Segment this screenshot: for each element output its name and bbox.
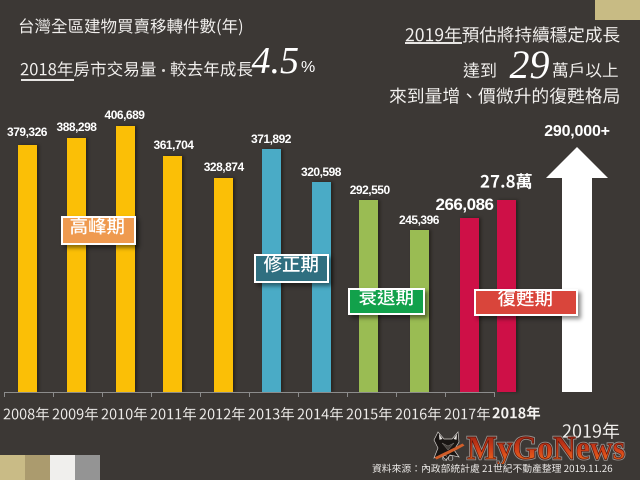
- svg-text:MyGoNews: MyGoNews: [467, 430, 625, 464]
- svg-text:GO: GO: [442, 454, 454, 463]
- svg-text:MyGoNews: MyGoNews: [467, 430, 625, 464]
